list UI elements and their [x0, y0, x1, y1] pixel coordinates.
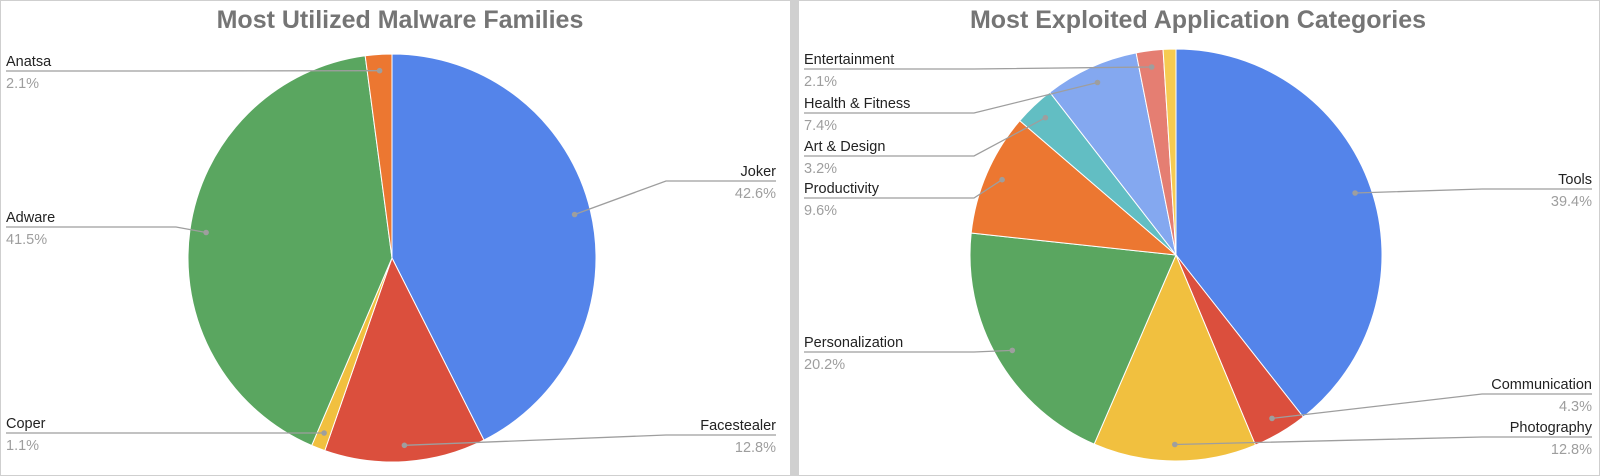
slice-value-facestealer: 12.8%: [735, 440, 776, 456]
slice-label-facestealer: Facestealer: [700, 418, 776, 434]
leader-line-health-and-fitness: [804, 81, 1098, 114]
slice-label-productivity: Productivity: [804, 181, 880, 197]
leader-line-tools: [1355, 188, 1592, 194]
leader-line-facestealer: [404, 434, 776, 446]
leader-dot-communication: [1269, 415, 1275, 422]
slice-value-joker: 42.6%: [735, 186, 776, 202]
slice-value-communication: 4.3%: [1559, 399, 1592, 415]
pie-slice-photography: [1093, 253, 1257, 462]
panel-divider: [790, 0, 799, 476]
slice-value-entertainment: 2.1%: [804, 74, 837, 90]
leader-line-communication: [1271, 393, 1592, 420]
leader-line-photography: [1174, 436, 1592, 446]
slice-label-coper: Coper: [6, 416, 46, 432]
slice-value-photography: 12.8%: [1551, 442, 1592, 458]
slice-label-adware: Adware: [6, 210, 55, 226]
slice-value-health-and-fitness: 7.4%: [804, 118, 837, 134]
slice-value-productivity: 9.6%: [804, 203, 837, 219]
leader-line-personalization: [804, 349, 1013, 353]
pie-slice-unlabeled: [1162, 48, 1177, 256]
pie-slice-adware: [187, 55, 393, 447]
pie-slice-joker: [391, 53, 597, 441]
slice-value-tools: 39.4%: [1551, 194, 1592, 210]
slice-label-photography: Photography: [1510, 420, 1593, 436]
slice-value-personalization: 20.2%: [804, 357, 845, 373]
slice-value-art-and-design: 3.2%: [804, 161, 837, 177]
malware-families-chart: Most Utilized Malware Families Joker 42.6…: [6, 6, 777, 463]
chart-title: Most Utilized Malware Families: [217, 6, 584, 34]
slice-value-anatsa: 2.1%: [6, 76, 39, 92]
pie-slice-anatsa: [364, 53, 393, 259]
slice-label-tools: Tools: [1558, 172, 1592, 188]
slice-label-health-and-fitness: Health & Fitness: [804, 96, 910, 112]
slice-value-adware: 41.5%: [6, 232, 47, 248]
slice-label-art-and-design: Art & Design: [804, 139, 885, 155]
leader-line-entertainment: [804, 66, 1152, 70]
slice-label-entertainment: Entertainment: [804, 52, 894, 68]
leader-dot-tools: [1352, 190, 1358, 196]
slice-label-communication: Communication: [1491, 377, 1592, 393]
slice-label-joker: Joker: [741, 164, 777, 180]
pie-slice-facestealer: [324, 256, 485, 463]
leader-dot-coper: [321, 430, 327, 436]
pie-slice-personalization: [969, 232, 1177, 445]
chart-title: Most Exploited Application Categories: [970, 6, 1426, 34]
slice-label-personalization: Personalization: [804, 335, 903, 351]
leader-line-joker: [574, 180, 776, 216]
pie-slice-tools: [1175, 48, 1383, 418]
leader-dot-anatsa: [376, 67, 383, 74]
pie-slice-productivity: [970, 120, 1178, 256]
slice-label-anatsa: Anatsa: [6, 54, 52, 70]
leader-line-art-and-design: [804, 117, 1046, 157]
application-categories-chart: Most Exploited Application Categories To…: [804, 6, 1593, 462]
leader-line-productivity: [804, 179, 1003, 199]
leader-line-adware: [6, 226, 207, 234]
slice-value-coper: 1.1%: [6, 438, 39, 454]
